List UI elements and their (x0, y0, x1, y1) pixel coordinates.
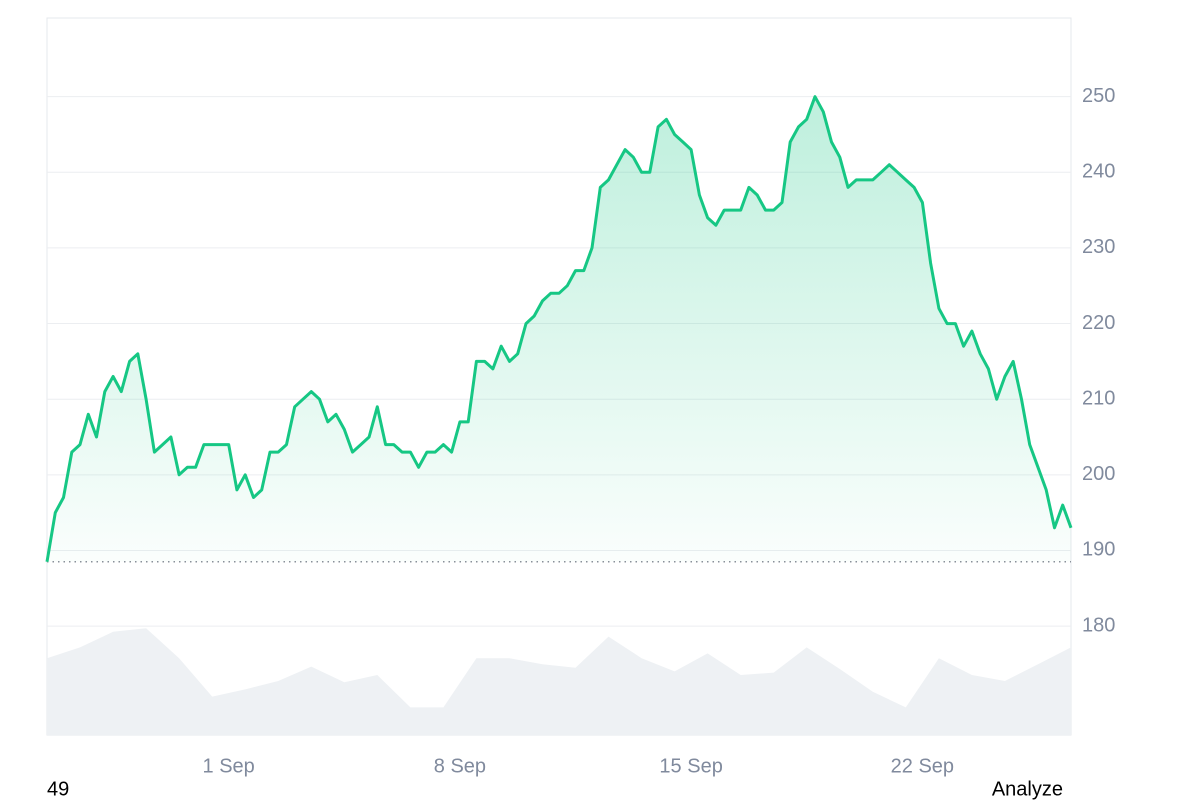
y-tick-label: 210 (1082, 387, 1115, 409)
price-area (47, 96, 1071, 562)
footer-right[interactable]: Analyze (992, 778, 1063, 800)
y-tick-label: 200 (1082, 463, 1115, 485)
price-line (45, 95, 1073, 563)
y-tick-label: 250 (1082, 85, 1115, 107)
volume-area (47, 628, 1071, 735)
x-tick-label: 8 Sep (434, 755, 486, 777)
y-tick-label: 240 (1082, 161, 1115, 183)
x-tick-label: 22 Sep (891, 755, 954, 777)
y-tick-label: 220 (1082, 312, 1115, 334)
footer-left: 49 (47, 778, 69, 800)
x-tick-label: 1 Sep (203, 755, 255, 777)
y-tick-label: 230 (1082, 236, 1115, 258)
x-tick-label: 15 Sep (659, 755, 722, 777)
y-tick-label: 190 (1082, 539, 1115, 561)
y-tick-label: 180 (1082, 614, 1115, 636)
